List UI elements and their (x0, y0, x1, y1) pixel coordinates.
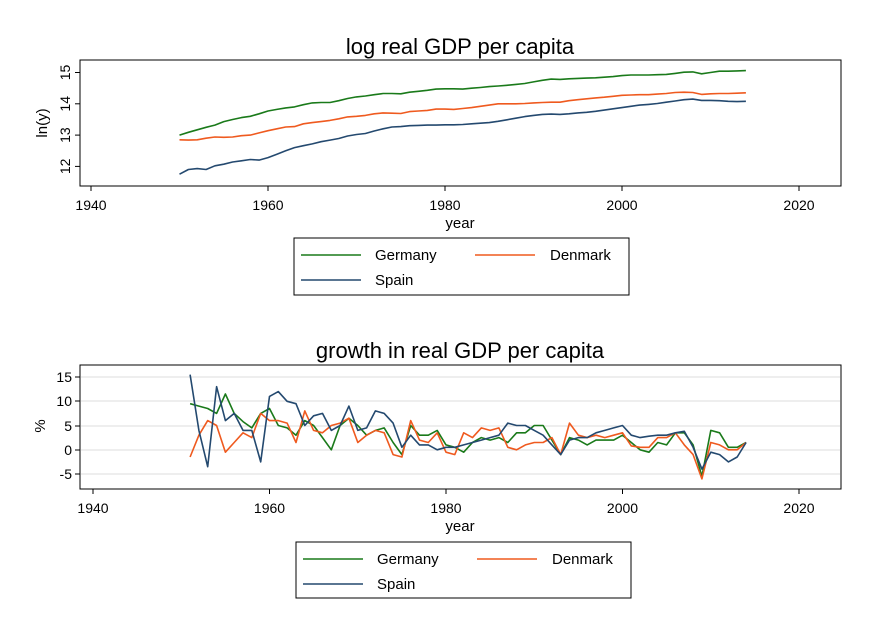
y-tick-label: 14 (57, 96, 73, 112)
x-axis-label: year (445, 215, 474, 232)
x-tick-label: 1940 (77, 500, 108, 516)
x-tick-label: 2000 (607, 500, 638, 516)
x-tick-label: 1980 (429, 197, 460, 213)
legend-box (293, 237, 630, 296)
x-tick-label: 1940 (75, 197, 106, 213)
x-tick-label: 1960 (254, 500, 285, 516)
y-tick-label: 0 (64, 442, 72, 458)
legend: Germany Denmark Spain (295, 541, 632, 599)
y-tick-label: 15 (56, 369, 72, 385)
series-line-germany (189, 393, 747, 478)
y-axis-label: ln(y) (34, 108, 51, 137)
series-group (179, 69, 746, 175)
x-tick-label: 2020 (783, 197, 814, 213)
panel-growth: growth in real GDP per capita % year -5 … (32, 338, 842, 599)
legend-label-spain: Spain (377, 576, 415, 593)
series-line-spain (179, 98, 746, 175)
chart-title: growth in real GDP per capita (316, 338, 605, 363)
y-axis-label: % (32, 419, 49, 432)
plot-frame (79, 364, 842, 490)
series-group (189, 374, 747, 480)
y-tick-label: 15 (57, 65, 73, 81)
legend-label-germany: Germany (377, 551, 439, 568)
plot-frame (79, 59, 842, 187)
series-line-spain (189, 374, 747, 470)
legend-label-denmark: Denmark (550, 247, 611, 264)
series-line-denmark (179, 91, 746, 141)
legend: Germany Denmark Spain (293, 237, 630, 296)
y-tick-label: 13 (57, 127, 73, 143)
legend-box (295, 541, 632, 599)
y-tick-label: 12 (57, 158, 73, 174)
series-line-germany (179, 69, 746, 136)
x-tick-label: 1960 (252, 197, 283, 213)
x-tick-label: 2000 (606, 197, 637, 213)
x-axis-label: year (445, 518, 474, 535)
panel-log-gdp: log real GDP per capita ln(y) year 12 13… (34, 34, 842, 296)
legend-label-germany: Germany (375, 247, 437, 264)
y-tick-label: -5 (60, 466, 73, 482)
y-axis: -5 0 5 10 15 (56, 369, 80, 482)
chart-title: log real GDP per capita (346, 34, 575, 59)
x-tick-label: 2020 (783, 500, 814, 516)
series-line-denmark (189, 410, 747, 480)
y-tick-label: 5 (64, 418, 72, 434)
legend-label-spain: Spain (375, 272, 413, 289)
x-axis: 1940 1960 1980 2000 2020 (75, 186, 815, 213)
x-tick-label: 1980 (430, 500, 461, 516)
x-axis: 1940 1960 1980 2000 2020 (77, 489, 815, 516)
y-axis: 12 13 14 15 (57, 65, 80, 174)
legend-label-denmark: Denmark (552, 551, 613, 568)
y-tick-label: 10 (56, 393, 72, 409)
